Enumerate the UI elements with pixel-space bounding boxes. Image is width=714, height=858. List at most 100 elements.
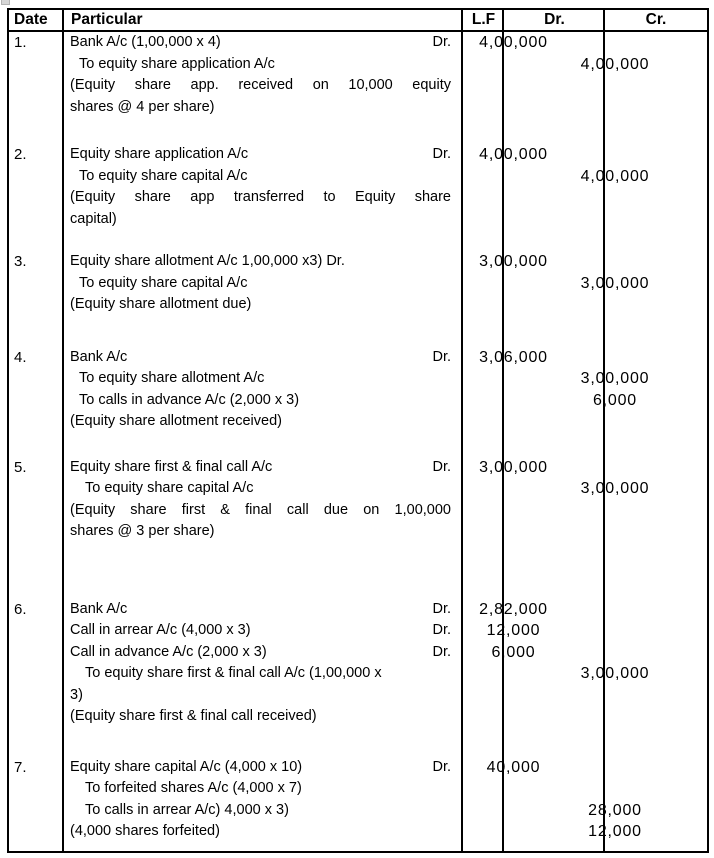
particular-cell: (Equity share allotment received): [64, 411, 463, 433]
particular-text: Bank A/c: [70, 348, 128, 365]
particular-cell: 3): [64, 685, 463, 707]
narration-text: (Equity share allotment due): [70, 296, 252, 312]
particular-cell: (Equity share app. received on 10,000 eq…: [64, 75, 463, 97]
entry-number: 7.: [14, 758, 27, 776]
particular-cell: shares @ 4 per share): [64, 97, 463, 119]
journal-line: To forfeited shares A/c (4,000 x 7): [9, 778, 707, 800]
particular-cell: Call in arrear A/c (4,000 x 3) Dr.: [64, 620, 463, 642]
journal-entry-3: 3. Equity share allotment A/c 1,00,000 x…: [9, 251, 707, 316]
particular-cell: capital): [64, 209, 463, 231]
debit-amount: 12,000: [486, 622, 541, 639]
entry-number: 5.: [14, 458, 27, 476]
journal-line: capital): [9, 209, 707, 231]
particular-cell: To equity share capital A/c: [64, 478, 463, 500]
dr-indicator: Dr.: [432, 622, 451, 638]
particular-cell: Bank A/c Dr.: [64, 347, 463, 369]
narration-text: (Equity share app transferred to Equity …: [70, 189, 451, 205]
particular-text: To equity share capital A/c: [79, 274, 248, 291]
particular-text: 3): [70, 686, 83, 703]
particular-cell: Bank A/c (1,00,000 x 4) Dr.: [64, 32, 463, 54]
particular-text: To equity share capital A/c: [85, 480, 254, 496]
table-body: 1. Bank A/c (1,00,000 x 4) Dr. 4,00,000 …: [9, 32, 707, 843]
particular-cell: To equity share allotment A/c: [64, 368, 463, 390]
particular-cell: (Equity share first & final call receive…: [64, 706, 463, 728]
journal-table-inner: Date Particular L.F Dr. Cr. 1. Bank A/c …: [9, 10, 707, 851]
dr-indicator: Dr.: [432, 146, 451, 162]
narration-text: shares @ 3 per share): [70, 523, 215, 539]
journal-entry-1: 1. Bank A/c (1,00,000 x 4) Dr. 4,00,000 …: [9, 32, 707, 118]
entry-number: 2.: [14, 146, 27, 163]
particular-cell: To equity share application A/c: [64, 54, 463, 76]
dr-indicator: Dr.: [432, 600, 451, 617]
entry-number: 6.: [14, 600, 27, 618]
journal-line: (Equity share app. received on 10,000 eq…: [9, 75, 707, 97]
header-lf: L.F: [471, 11, 496, 28]
column-divider: [603, 10, 605, 851]
screenshot-corner-artifact: [1, 0, 10, 5]
particular-text: Equity share allotment A/c 1,00,000 x3) …: [70, 253, 345, 269]
debit-amount: 4,00,000: [479, 146, 548, 163]
journal-line: To equity share capital A/c 3,00,000: [9, 478, 707, 500]
debit-amount: 40,000: [486, 758, 541, 776]
entry-number: 3.: [14, 253, 27, 270]
journal-line: 6. Bank A/c Dr. 2,82,000: [9, 599, 707, 621]
narration-text: (4,000 shares forfeited): [70, 823, 220, 839]
particular-cell: (4,000 shares forfeited): [64, 821, 463, 843]
particular-cell: Equity share capital A/c (4,000 x 10) Dr…: [64, 757, 463, 779]
journal-entry-4: 4. Bank A/c Dr. 3,06,000 To equity share…: [9, 347, 707, 433]
journal-line: shares @ 4 per share): [9, 97, 707, 119]
column-divider: [461, 10, 463, 851]
particular-cell: (Equity share app transferred to Equity …: [64, 187, 463, 209]
journal-line: (Equity share app transferred to Equity …: [9, 187, 707, 209]
journal-line: 3. Equity share allotment A/c 1,00,000 x…: [9, 251, 707, 273]
column-divider: [62, 10, 64, 851]
particular-cell: To forfeited shares A/c (4,000 x 7): [64, 778, 463, 800]
particular-text: To equity share application A/c: [79, 55, 275, 72]
header-cr: Cr.: [645, 11, 667, 28]
particular-text: To forfeited shares A/c (4,000 x 7): [85, 780, 302, 796]
credit-amount: 3,00,000: [580, 480, 650, 497]
particular-text: Equity share first & final call A/c: [70, 458, 273, 475]
header-particular: Particular: [71, 11, 143, 28]
particular-cell: (Equity share first & final call due on …: [64, 500, 463, 522]
narration-text: capital): [70, 210, 117, 227]
particular-cell: To calls in arrear A/c) 4,000 x 3): [64, 800, 463, 822]
particular-cell: To equity share first & final call A/c (…: [64, 663, 463, 685]
journal-line: (Equity share first & final call due on …: [9, 500, 707, 522]
journal-line: 4. Bank A/c Dr. 3,06,000: [9, 347, 707, 369]
journal-line: 7. Equity share capital A/c (4,000 x 10)…: [9, 757, 707, 779]
particular-cell: Equity share allotment A/c 1,00,000 x3) …: [64, 251, 463, 273]
credit-amount: 3,00,000: [580, 274, 650, 292]
narration-text: (Equity share first & final call due on …: [70, 501, 451, 518]
journal-entry-6: 6. Bank A/c Dr. 2,82,000 Call in arrear …: [9, 599, 707, 728]
journal-line: To equity share capital A/c 3,00,000: [9, 273, 707, 295]
entry-number: 4.: [14, 348, 27, 366]
particular-cell: Equity share first & final call A/c Dr.: [64, 457, 463, 479]
particular-cell: shares @ 3 per share): [64, 521, 463, 543]
particular-text: Equity share capital A/c (4,000 x 10): [70, 758, 303, 775]
particular-text: To calls in arrear A/c) 4,000 x 3): [85, 801, 289, 818]
particular-text: Bank A/c (1,00,000 x 4): [70, 34, 221, 50]
journal-line: To equity share allotment A/c 3,00,000: [9, 368, 707, 390]
journal-line: (Equity share allotment due): [9, 294, 707, 316]
journal-line: To equity share first & final call A/c (…: [9, 663, 707, 685]
debit-amount: 4,00,000: [479, 34, 548, 51]
journal-line: (Equity share first & final call receive…: [9, 706, 707, 728]
journal-line: 1. Bank A/c (1,00,000 x 4) Dr. 4,00,000: [9, 32, 707, 54]
particular-cell: To equity share capital A/c: [64, 166, 463, 188]
dr-indicator: Dr.: [432, 458, 451, 475]
journal-line: Call in arrear A/c (4,000 x 3) Dr. 12,00…: [9, 620, 707, 642]
particular-cell: Bank A/c Dr.: [64, 599, 463, 621]
particular-text: Call in arrear A/c (4,000 x 3): [70, 622, 251, 638]
narration-text: (Equity share app. received on 10,000 eq…: [70, 77, 451, 93]
journal-line: 5. Equity share first & final call A/c D…: [9, 457, 707, 479]
credit-amount: 3,00,000: [580, 370, 650, 387]
journal-line: To equity share application A/c 4,00,000: [9, 54, 707, 76]
particular-cell: Equity share application A/c Dr.: [64, 144, 463, 166]
journal-line: To equity share capital A/c 4,00,000: [9, 166, 707, 188]
journal-line: shares @ 3 per share): [9, 521, 707, 543]
dr-indicator: Dr.: [432, 758, 451, 775]
particular-cell: (Equity share allotment due): [64, 294, 463, 316]
dr-indicator: Dr.: [432, 643, 451, 660]
